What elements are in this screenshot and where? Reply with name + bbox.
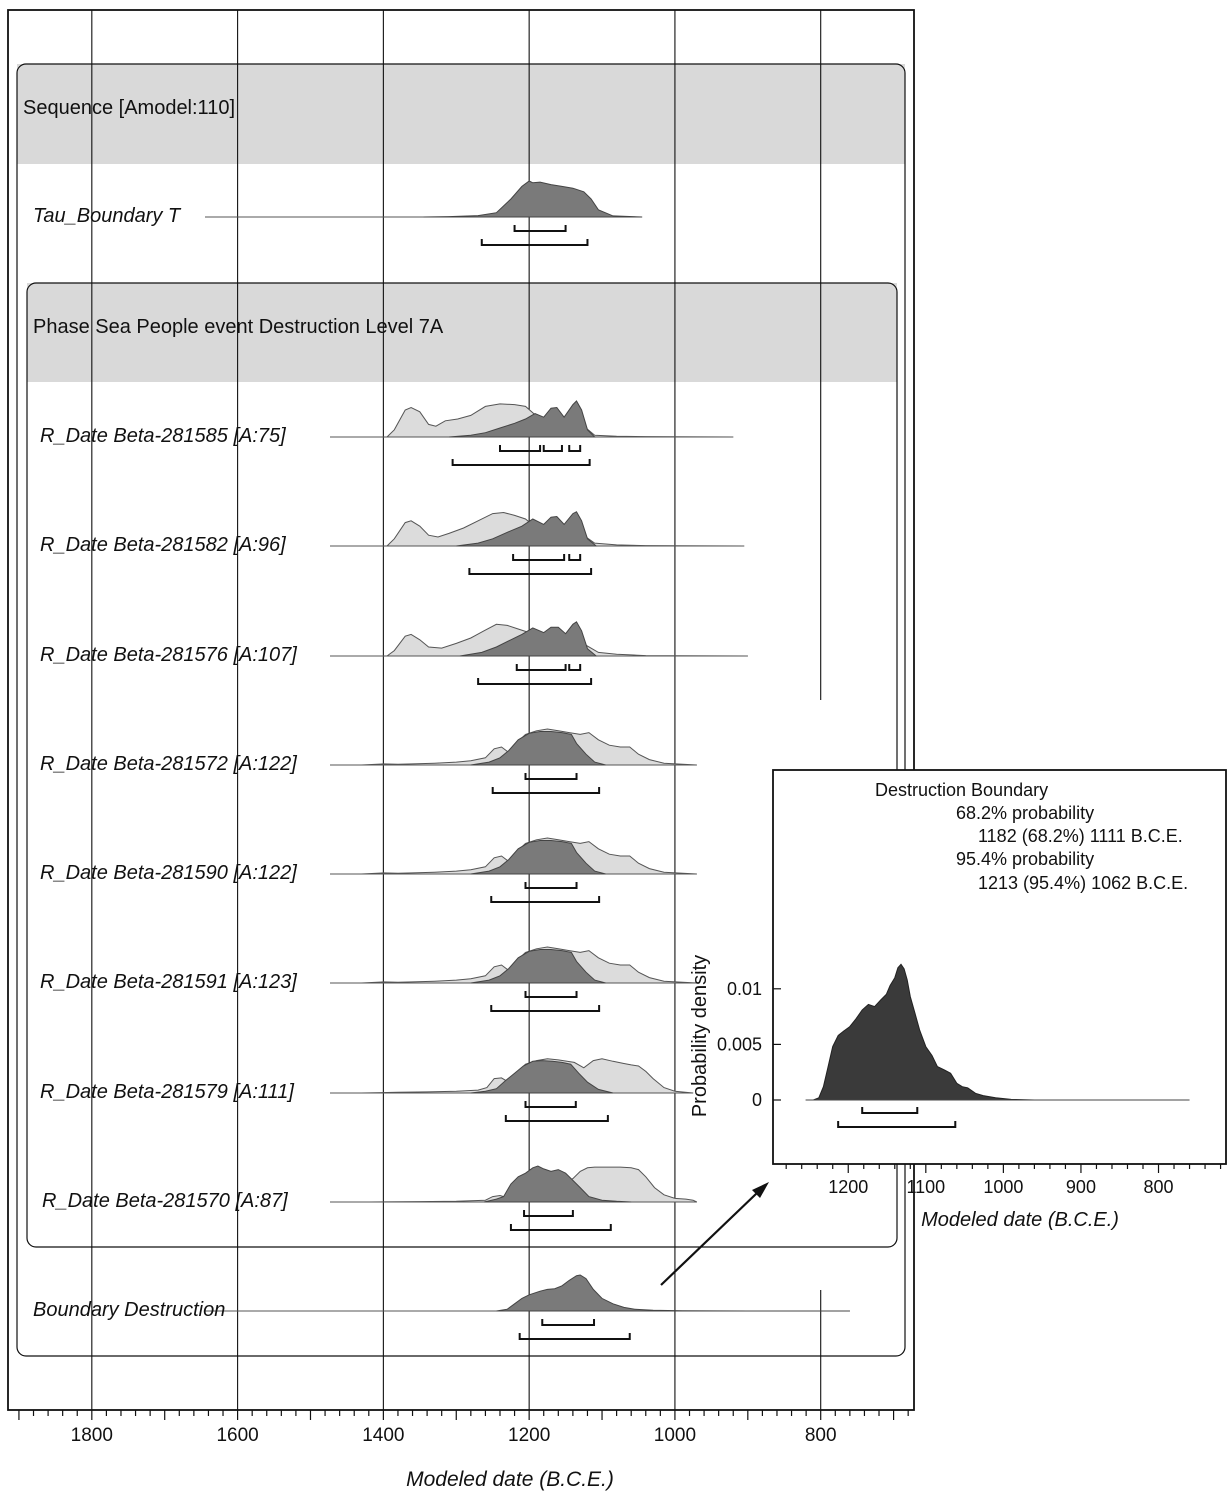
- range-95-bracket: [490, 896, 601, 903]
- inset-annotation-95-heading: 95.4% probability: [956, 849, 1094, 869]
- range-95-bracket: [504, 1115, 609, 1122]
- distribution-row: [330, 837, 697, 903]
- range-95-bracket: [491, 787, 601, 794]
- range-68-bracket: [524, 1101, 577, 1108]
- posterior-distribution: [470, 1060, 614, 1094]
- plot-frame: [7, 9, 915, 1411]
- range-95-bracket: [509, 1224, 612, 1231]
- range-95-bracket: [490, 1005, 601, 1012]
- x-axis-label: Modeled date (B.C.E.): [406, 1468, 614, 1491]
- inset-range-95-bracket: [837, 1121, 957, 1128]
- distribution-row: [330, 1165, 698, 1231]
- distribution-row: [205, 180, 643, 246]
- range-95-bracket: [451, 459, 591, 466]
- range-68-bracket: [498, 445, 542, 452]
- x-axis: 1800 1600 1400 1200 1000 800: [18, 1410, 909, 1446]
- posterior-distribution: [470, 731, 606, 766]
- sequence-label: Sequence [Amodel:110]: [23, 97, 235, 119]
- phase-label: Phase Sea People event Destruction Level…: [33, 316, 444, 338]
- distribution-row: [330, 728, 697, 794]
- sequence-header-band: [17, 64, 905, 164]
- inset-y-tick-label: 0.005: [717, 1034, 762, 1054]
- row-labels: Tau_Boundary T R_Date Beta-281585 [A:75] R…: [33, 205, 297, 1321]
- distribution-rows: [205, 180, 850, 1340]
- inset-x-axis-label: Modeled date (B.C.E.): [921, 1209, 1119, 1231]
- distribution-row: [205, 1274, 850, 1340]
- range-68-bracket: [513, 225, 567, 232]
- inset-x-tick-label: 800: [1143, 1177, 1173, 1197]
- inset-annotation-68-heading: 68.2% probability: [956, 803, 1094, 823]
- posterior-distribution: [423, 180, 643, 218]
- row-label: R_Date Beta-281591 [A:123]: [40, 971, 297, 993]
- distribution-row: [330, 621, 748, 685]
- x-tick-label: 1600: [216, 1425, 258, 1446]
- inset-y-tick-label: 0.01: [727, 979, 762, 999]
- inset-x-tick-label: 1200: [828, 1177, 868, 1197]
- x-tick-label: 1000: [654, 1425, 696, 1446]
- posterior-distribution: [448, 400, 596, 438]
- x-tick-label: 1800: [71, 1425, 113, 1446]
- distribution-row: [330, 511, 745, 575]
- inset-y-axis-label: Probability density: [689, 955, 711, 1117]
- range-95-bracket: [480, 239, 589, 246]
- inset-x-tick-label: 1000: [983, 1177, 1023, 1197]
- distribution-row: [330, 946, 697, 1012]
- row-label: R_Date Beta-281576 [A:107]: [40, 644, 297, 666]
- row-label: R_Date Beta-281572 [A:122]: [40, 753, 297, 775]
- range-95-bracket: [518, 1333, 631, 1340]
- range-95-bracket: [468, 568, 593, 575]
- inset-annotation-95-range: 1213 (95.4%) 1062 B.C.E.: [978, 873, 1188, 893]
- posterior-distribution: [456, 511, 598, 547]
- x-tick-label: 1400: [362, 1425, 404, 1446]
- distribution-row: [330, 1058, 694, 1122]
- row-label: Boundary Destruction: [33, 1299, 225, 1321]
- range-68-bracket: [515, 664, 567, 671]
- inset-title: Destruction Boundary: [875, 780, 1048, 800]
- inset-density-area: [813, 963, 1190, 1101]
- range-68-bracket: [542, 445, 563, 452]
- range-68-bracket: [568, 445, 582, 452]
- posterior-distribution: [483, 1165, 632, 1203]
- sequence-frame: [16, 63, 906, 1357]
- range-68-bracket: [524, 991, 578, 998]
- row-label: R_Date Beta-281585 [A:75]: [40, 425, 286, 447]
- row-label: R_Date Beta-281590 [A:122]: [40, 862, 297, 884]
- inset-panel: Destruction Boundary 68.2% probability 1…: [689, 769, 1227, 1231]
- x-tick-label: 800: [805, 1425, 837, 1446]
- arrow-head: [752, 1182, 769, 1198]
- inset-y-tick-label: 0: [752, 1090, 762, 1110]
- x-tick-label: 1200: [508, 1425, 550, 1446]
- phase-header-band: [27, 283, 897, 382]
- range-68-bracket: [524, 773, 578, 780]
- inset-range-68-bracket: [861, 1107, 919, 1114]
- range-68-bracket: [541, 1319, 596, 1326]
- callout-arrow: [660, 1182, 769, 1286]
- inset-x-tick-label: 900: [1066, 1177, 1096, 1197]
- row-label: R_Date Beta-281582 [A:96]: [40, 534, 286, 556]
- range-68-bracket: [524, 882, 578, 889]
- range-68-bracket: [568, 554, 582, 561]
- distribution-row: [330, 400, 734, 466]
- inset-plot-area: 0 0.005 0.01 1200 1100 1000 900 800: [717, 963, 1222, 1197]
- posterior-distribution: [470, 949, 606, 984]
- range-68-bracket: [568, 664, 582, 671]
- group-frames: [16, 63, 906, 1357]
- inset-x-tick-label: 1100: [906, 1177, 945, 1197]
- row-label: R_Date Beta-281579 [A:111]: [40, 1081, 294, 1103]
- range-68-bracket: [512, 554, 566, 561]
- phase-frame: [26, 282, 898, 1248]
- posterior-distribution: [496, 1274, 850, 1312]
- range-95-bracket: [477, 678, 593, 685]
- range-68-bracket: [523, 1210, 574, 1217]
- posterior-distribution: [459, 621, 598, 657]
- row-label: Tau_Boundary T: [33, 205, 182, 227]
- posterior-distribution: [470, 840, 606, 875]
- row-label: R_Date Beta-281570 [A:87]: [42, 1190, 288, 1212]
- prior-distribution: [385, 511, 745, 547]
- inset-annotation-68-range: 1182 (68.2%) 1111 B.C.E.: [978, 826, 1183, 846]
